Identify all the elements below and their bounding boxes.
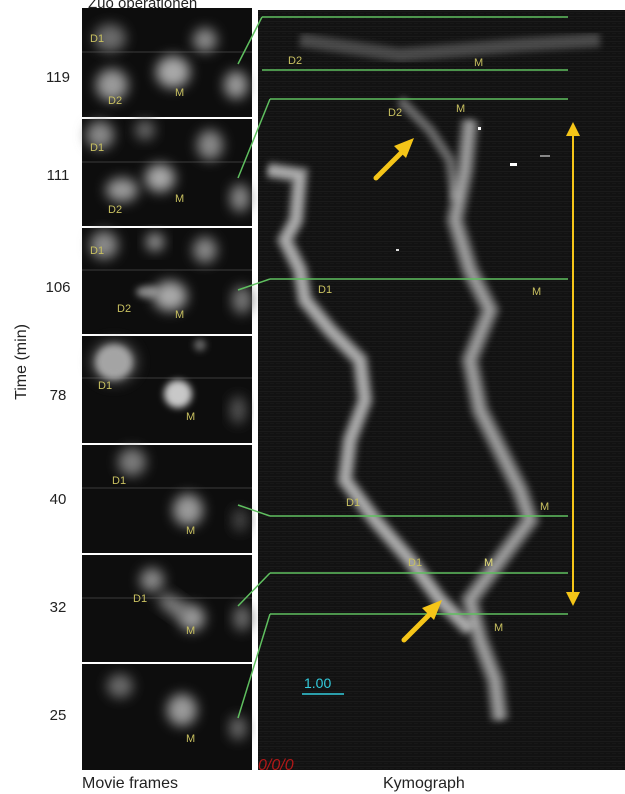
frame-label-d1: D1: [112, 475, 126, 487]
frame-label-m: M: [175, 193, 184, 205]
kymo-label-m: M: [532, 286, 541, 298]
kymo-label-m: M: [456, 103, 465, 115]
cell-blob: [107, 674, 133, 698]
cell-blob: [194, 339, 206, 351]
kymo-label-d2: D2: [288, 55, 302, 67]
frame-label-d2: D2: [108, 204, 122, 216]
cell-blob: [230, 396, 246, 424]
cell-blob: [90, 340, 138, 384]
cell-blob: [229, 716, 247, 740]
time-label: 40: [50, 491, 67, 508]
frame-label-m: M: [175, 87, 184, 99]
movie-frames: D1 D2 M D1 D2 M D1: [82, 8, 252, 770]
timestamp-text: 0/0/0: [258, 757, 294, 774]
cell-blob: [232, 286, 252, 314]
cell-blob: [167, 694, 197, 726]
cell-blob: [164, 380, 192, 408]
cell-blob: [94, 24, 126, 52]
time-label: 106: [45, 279, 70, 296]
movie-frame-119: D1 D2 M: [82, 24, 252, 107]
kymograph: D2 M D2 M D1 M D1 M D1 M M 1.00 0/0/0: [258, 10, 625, 774]
connector-lines: [237, 16, 271, 719]
time-label: 78: [50, 387, 67, 404]
movie-frame-25: M: [107, 674, 247, 745]
cell-blob: [118, 448, 146, 476]
frame-label-d1: D1: [90, 142, 104, 154]
cell-blob: [153, 281, 187, 311]
frame-label-m: M: [175, 309, 184, 321]
cell-blob: [106, 178, 138, 202]
kymo-label-d1: D1: [346, 497, 360, 509]
kymo-label-d1: D1: [318, 284, 332, 296]
time-label: 119: [46, 69, 70, 86]
kymo-time-lines: [262, 16, 568, 615]
cell-blob: [173, 494, 203, 526]
kymo-label-d2: D2: [388, 107, 402, 119]
frame-label-m: M: [186, 625, 195, 637]
cell-blob: [156, 56, 190, 88]
movie-frame-106: D1 D2 M: [82, 231, 252, 321]
cell-blob: [146, 233, 164, 251]
time-label: 32: [50, 599, 67, 616]
cell-blob: [233, 605, 251, 631]
double-arrow-icon: [566, 122, 580, 606]
cell-blob: [140, 568, 164, 592]
cell-blob: [86, 121, 114, 149]
scale-value: 1.00: [304, 675, 331, 691]
time-labels: 119 111 106 78 40 32 25: [45, 69, 70, 724]
cell-blob: [96, 69, 128, 101]
frame-label-d1: D1: [98, 380, 112, 392]
movie-frame-78: D1 M: [82, 339, 252, 424]
cell-blob: [179, 605, 205, 631]
cell-blob: [90, 231, 118, 259]
kymo-speck: [510, 163, 517, 166]
kymo-label-d1: D1: [408, 557, 422, 569]
kymo-track-d1-core: [267, 167, 472, 632]
movie-frames-label: Movie frames: [82, 775, 178, 792]
arrow-icon: [401, 600, 442, 643]
frame-label-m: M: [186, 733, 195, 745]
kymo-label-m: M: [484, 557, 493, 569]
kymo-speck: [396, 249, 399, 251]
arrow-icon: [373, 138, 414, 181]
frame-label-d1: D1: [133, 593, 147, 605]
y-axis-label: Time (min): [13, 324, 30, 400]
kymograph-label: Kymograph: [383, 775, 465, 792]
frame-label-m: M: [186, 525, 195, 537]
frame-label-m: M: [186, 411, 195, 423]
time-label: 25: [50, 707, 67, 724]
kymo-track-d2: [396, 96, 460, 201]
cell-blob: [230, 184, 250, 212]
kymo-label-m: M: [540, 501, 549, 513]
cell-blob: [197, 130, 223, 160]
cell-blob: [224, 71, 248, 99]
movie-frame-32: D1 M: [82, 568, 252, 637]
cell-blob: [135, 120, 155, 140]
movie-frame-40: D1 M: [82, 448, 252, 537]
kymo-label-m: M: [494, 622, 503, 634]
cell-blob: [232, 508, 248, 532]
frame-label-d1: D1: [90, 33, 104, 45]
kymo-track-top: [298, 33, 601, 63]
kymo-label-m: M: [474, 57, 483, 69]
cell-blob: [193, 28, 217, 52]
frame-label-d2: D2: [117, 303, 131, 315]
kymo-speck: [478, 127, 481, 130]
kymograph-background: [258, 10, 625, 770]
frame-label-d2: D2: [108, 95, 122, 107]
movie-frame-111: D1 D2 M: [82, 120, 252, 216]
cell-blob: [145, 164, 175, 192]
time-label: 111: [47, 167, 70, 184]
kymo-speck: [540, 155, 550, 157]
kymo-track-m-core: [452, 119, 533, 721]
frame-label-d1: D1: [90, 245, 104, 257]
cell-blob: [193, 237, 217, 263]
